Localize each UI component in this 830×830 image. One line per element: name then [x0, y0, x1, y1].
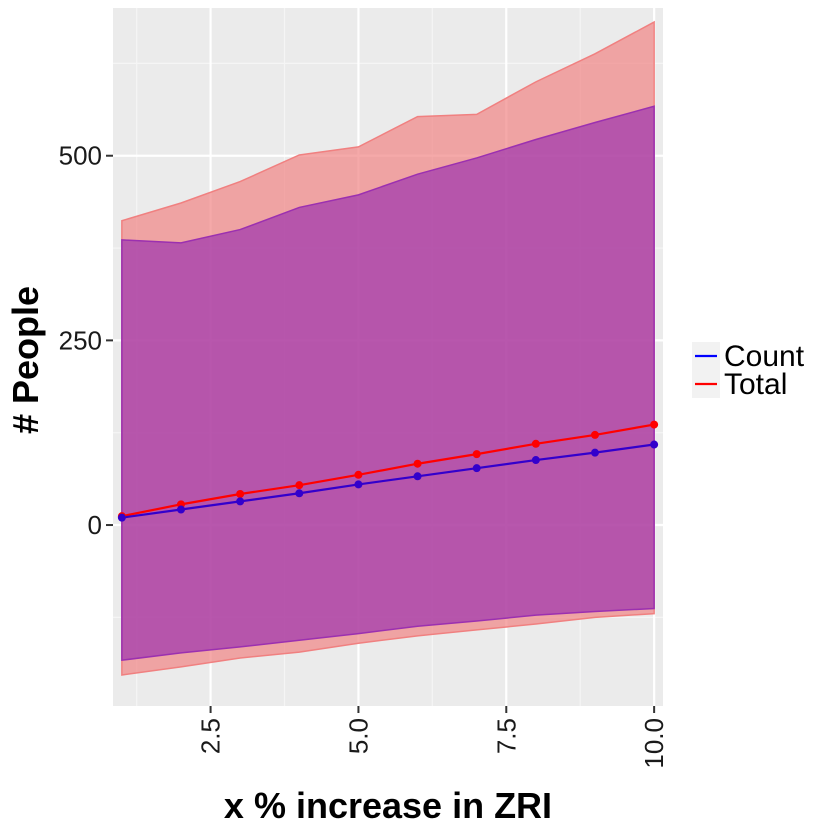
x-axis: 2.5 5.0 7.5 10.0	[196, 706, 669, 769]
point-total	[531, 439, 540, 448]
point-total	[472, 450, 481, 459]
point-count	[117, 513, 126, 522]
lines	[121, 423, 655, 519]
x-tick-label: 5.0	[343, 718, 373, 754]
point-count	[177, 505, 186, 514]
point-count	[650, 440, 659, 449]
point-total	[236, 490, 245, 499]
y-axis-title: # People	[5, 286, 46, 434]
x-tick-label: 10.0	[639, 718, 669, 769]
point-total	[295, 481, 304, 490]
point-count	[413, 472, 422, 481]
point-count	[236, 497, 245, 506]
point-count	[590, 448, 599, 457]
y-tick-label: 250	[59, 325, 102, 355]
points	[117, 420, 659, 522]
point-count	[354, 480, 363, 489]
point-count	[295, 489, 304, 498]
bands	[121, 20, 655, 676]
y-tick-label: 500	[59, 141, 102, 171]
x-axis-title: x % increase in ZRI	[224, 785, 552, 826]
y-axis: 0 250 500	[59, 141, 113, 540]
legend-label-total: Total	[724, 368, 787, 401]
line-total	[121, 423, 655, 518]
point-count	[472, 464, 481, 473]
point-total	[650, 420, 659, 429]
x-tick-label: 2.5	[196, 718, 226, 754]
band-count	[121, 105, 655, 662]
point-total	[413, 459, 422, 468]
point-total	[354, 470, 363, 479]
point-total	[590, 430, 599, 439]
x-tick-label: 7.5	[491, 718, 521, 754]
y-tick-label: 0	[88, 510, 102, 540]
point-count	[531, 456, 540, 465]
line-count	[121, 443, 655, 519]
legend-label-count: Count	[724, 340, 805, 373]
